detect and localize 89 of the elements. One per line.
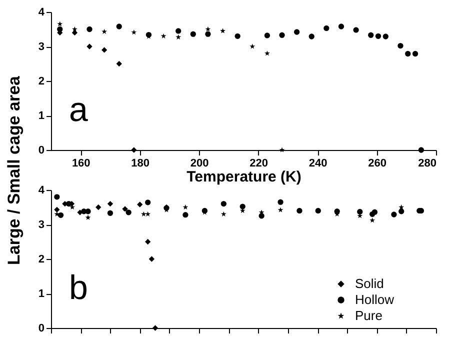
legend-label: Hollow <box>355 292 395 307</box>
y-axis-title: Large / Small cage area <box>4 75 24 265</box>
point <box>137 202 143 208</box>
point <box>398 42 404 49</box>
point <box>220 28 226 34</box>
point <box>190 31 196 37</box>
point <box>160 33 166 38</box>
point <box>294 29 300 35</box>
point <box>357 208 363 215</box>
point <box>72 30 78 36</box>
point <box>405 50 411 57</box>
point <box>145 238 151 245</box>
x-tick-label: 200 <box>190 158 209 170</box>
point <box>54 206 60 212</box>
point <box>148 256 155 262</box>
point <box>418 147 424 153</box>
point <box>412 50 418 57</box>
point <box>220 200 226 207</box>
point <box>145 200 151 206</box>
point <box>131 147 137 153</box>
y-tick-label: 0 <box>38 322 44 334</box>
point <box>234 33 240 39</box>
point <box>57 21 63 26</box>
point <box>86 44 92 50</box>
point <box>240 204 246 210</box>
point <box>279 147 285 152</box>
legend-label: Pure <box>355 308 382 323</box>
x-axis-title: Temperature (K) <box>186 168 302 186</box>
point <box>85 208 91 214</box>
point <box>324 25 330 32</box>
point <box>176 34 182 40</box>
point <box>353 27 359 33</box>
point <box>145 211 151 216</box>
point <box>72 26 78 32</box>
point <box>101 47 108 53</box>
point <box>308 34 314 40</box>
point <box>372 209 378 215</box>
point <box>131 30 137 35</box>
point <box>296 208 302 214</box>
x-tick-label: 160 <box>72 158 90 170</box>
point <box>126 210 132 216</box>
point <box>398 204 404 210</box>
y-tick-label: 2 <box>38 76 44 88</box>
annotation: b <box>69 269 88 307</box>
point <box>368 32 374 38</box>
point <box>398 208 404 214</box>
point <box>102 28 107 34</box>
legend-label: Solid <box>355 276 384 291</box>
point <box>382 34 388 40</box>
point <box>58 212 64 218</box>
point <box>338 24 344 30</box>
x-tick-label: 280 <box>418 158 436 170</box>
point <box>182 212 188 218</box>
x-tick-label: 180 <box>131 158 150 170</box>
point <box>116 24 122 30</box>
point <box>152 325 158 331</box>
x-tick-label: 260 <box>368 158 386 170</box>
point <box>176 28 182 34</box>
x-tick-label: 220 <box>250 158 268 170</box>
y-tick-label: 1 <box>38 288 44 300</box>
point <box>278 199 284 205</box>
point <box>54 194 60 200</box>
y-tick-label: 1 <box>38 110 44 122</box>
point <box>370 218 376 223</box>
point <box>96 204 102 210</box>
y-tick-label: 3 <box>38 41 44 53</box>
point <box>315 208 321 214</box>
point <box>264 50 270 56</box>
point <box>264 32 270 38</box>
point <box>278 207 284 212</box>
y-tick-label: 3 <box>38 219 44 231</box>
point <box>116 60 122 67</box>
point <box>86 26 92 32</box>
y-tick-label: 4 <box>38 6 46 18</box>
point <box>250 44 256 49</box>
point <box>220 211 226 216</box>
point <box>205 31 211 37</box>
point <box>85 214 91 220</box>
annotation: a <box>69 91 88 129</box>
y-tick-label: 0 <box>38 144 44 156</box>
x-tick-label: 240 <box>308 158 328 170</box>
y-tick-label: 4 <box>38 184 46 196</box>
point <box>391 212 397 218</box>
point <box>107 200 114 207</box>
point <box>107 210 114 216</box>
y-tick-label: 2 <box>38 254 44 266</box>
point <box>141 211 146 216</box>
point <box>279 32 285 38</box>
point <box>375 33 382 39</box>
